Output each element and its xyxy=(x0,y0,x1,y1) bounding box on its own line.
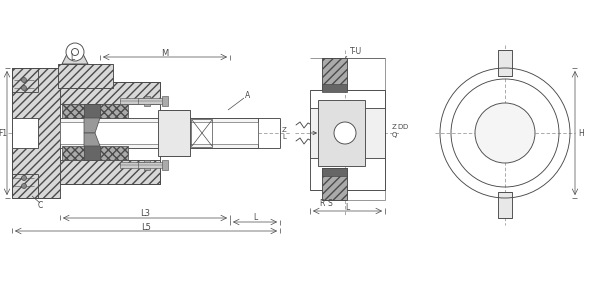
Text: D: D xyxy=(397,124,402,130)
Text: C: C xyxy=(37,201,43,210)
Text: L: L xyxy=(253,214,257,222)
Text: A: A xyxy=(245,91,251,101)
Text: L5: L5 xyxy=(141,222,151,231)
Bar xyxy=(100,104,128,118)
Bar xyxy=(322,84,347,92)
Text: L: L xyxy=(70,53,74,62)
Text: R: R xyxy=(319,199,325,208)
Bar xyxy=(120,162,148,168)
Text: L: L xyxy=(282,134,286,140)
Text: L: L xyxy=(346,202,350,212)
Bar xyxy=(62,104,84,118)
Text: S: S xyxy=(328,199,332,208)
Bar xyxy=(58,64,113,88)
Polygon shape xyxy=(84,133,100,146)
Circle shape xyxy=(22,85,26,91)
Circle shape xyxy=(22,183,26,189)
Bar xyxy=(322,168,347,176)
Bar xyxy=(138,162,166,168)
Bar xyxy=(322,168,347,200)
Text: T-U: T-U xyxy=(350,47,362,57)
Bar xyxy=(322,58,347,90)
Circle shape xyxy=(22,176,26,181)
Circle shape xyxy=(66,43,84,61)
Text: Z: Z xyxy=(392,124,397,130)
Bar xyxy=(138,98,166,104)
Bar xyxy=(498,50,512,76)
Bar xyxy=(144,96,150,106)
Bar xyxy=(162,160,168,170)
Bar xyxy=(60,82,160,133)
Circle shape xyxy=(334,122,356,144)
Bar xyxy=(144,160,150,170)
Bar xyxy=(158,110,190,156)
Text: H: H xyxy=(578,128,584,137)
Text: F1: F1 xyxy=(0,128,8,137)
Bar xyxy=(60,122,258,144)
Polygon shape xyxy=(84,146,100,160)
Bar xyxy=(62,146,84,160)
Bar xyxy=(60,133,160,184)
Polygon shape xyxy=(62,52,88,64)
Bar xyxy=(191,119,212,147)
Text: Z: Z xyxy=(282,127,287,133)
Bar xyxy=(100,146,128,160)
Circle shape xyxy=(475,103,535,163)
Bar xyxy=(12,68,60,198)
Polygon shape xyxy=(84,104,100,118)
Bar xyxy=(12,118,38,148)
Bar xyxy=(60,118,258,148)
Text: L3: L3 xyxy=(140,210,150,218)
Bar xyxy=(120,98,148,104)
Polygon shape xyxy=(84,118,100,133)
Circle shape xyxy=(22,78,26,82)
Bar xyxy=(310,108,385,158)
Text: M: M xyxy=(161,49,169,57)
Bar xyxy=(60,104,160,160)
Bar xyxy=(318,100,365,166)
Text: D: D xyxy=(402,124,407,130)
Bar xyxy=(162,96,168,106)
Bar xyxy=(310,90,385,190)
Bar xyxy=(498,192,512,218)
Text: Q: Q xyxy=(392,132,397,138)
